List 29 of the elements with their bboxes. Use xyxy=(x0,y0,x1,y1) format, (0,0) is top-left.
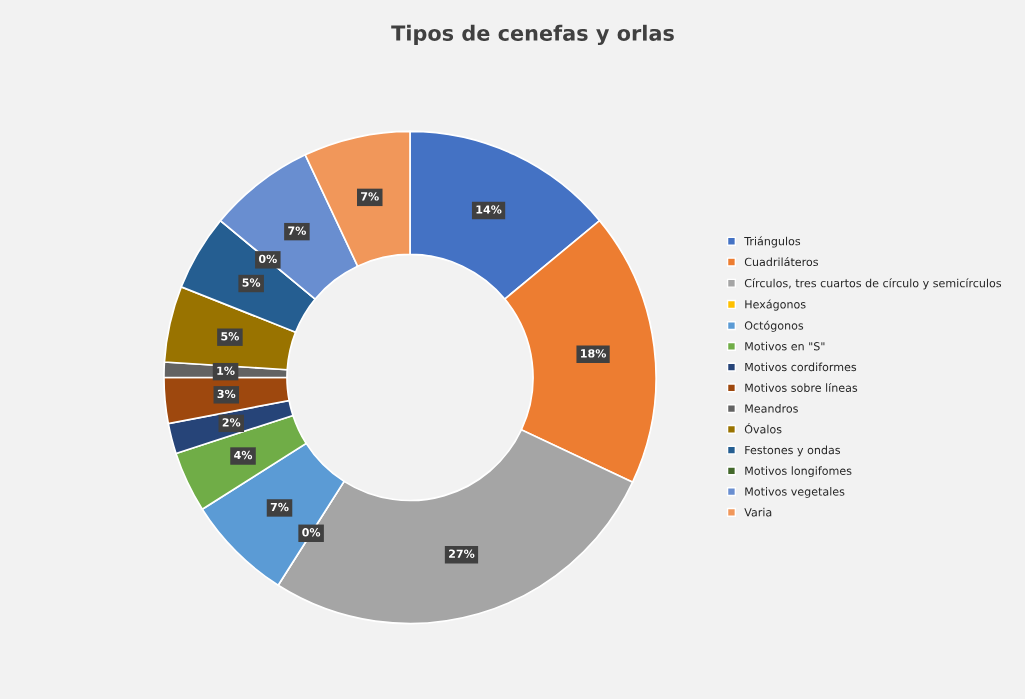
legend-label: Hexágonos xyxy=(745,299,806,311)
data-label: 7% xyxy=(288,226,306,235)
legend-label: Óvalos xyxy=(744,423,782,434)
legend-label: Motivos cordiformes xyxy=(745,362,857,372)
legend-label: Motivos longifomes xyxy=(745,466,852,478)
data-label: 7% xyxy=(361,192,379,201)
legend-label: Motivos en "S" xyxy=(745,341,825,351)
data-label: 3% xyxy=(217,389,236,399)
data-label: 18% xyxy=(581,349,607,358)
text: 0% xyxy=(302,528,321,537)
legend-label: Octógonos xyxy=(744,320,804,332)
data-label: 5% xyxy=(242,278,261,287)
data-label: 5% xyxy=(221,332,239,341)
data-label: 14% xyxy=(476,205,502,214)
text: 0% xyxy=(258,254,277,264)
legend-label: Círculos, tres cuartos de círculo y semicírculos xyxy=(744,278,1002,290)
legend-label: Triángulos xyxy=(744,236,801,248)
legend-label: Motivos vegetales xyxy=(745,487,845,498)
legend-label: Varia xyxy=(744,507,772,517)
data-label: 1% xyxy=(217,366,235,375)
legend-label: Meandros xyxy=(745,404,798,413)
data-label: 4% xyxy=(234,450,253,460)
data-label: 7% xyxy=(270,502,289,512)
legend-label: Festones y ondas xyxy=(745,445,841,457)
data-label: 2% xyxy=(222,418,241,427)
legend-label: Motivos sobre líneas xyxy=(745,382,858,392)
chart-title: Tipos de cenefas y orlas xyxy=(391,24,674,46)
legend-label: Cuadriláteros xyxy=(744,257,818,267)
data-label: 27% xyxy=(449,549,475,558)
